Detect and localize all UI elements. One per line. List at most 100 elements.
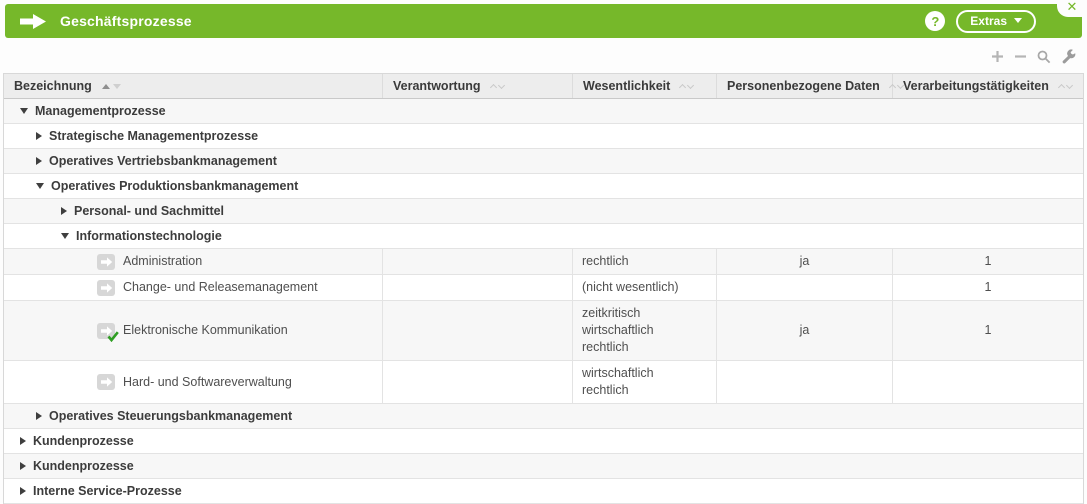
process-label: Elektronische Kommunikation [123,323,288,337]
search-icon[interactable] [1037,50,1051,64]
column-header-verantwortung[interactable]: Verantwortung [383,74,573,98]
column-header-label: Bezeichnung [14,79,92,93]
expander-icon[interactable] [61,207,67,215]
close-button[interactable]: ✕ [1057,0,1087,17]
title-bar: Geschäftsprozesse ? Extras [5,4,1082,38]
process-row[interactable]: Change- und Releasemanagement (nicht wes… [4,275,1083,301]
cell-verantwortung [383,301,573,360]
process-item-icon [97,253,115,270]
expander-icon[interactable] [20,108,28,114]
cell-personenbezogene-daten [717,275,893,300]
wesentlichkeit-value: zeitkritisch [582,306,641,320]
page-title: Geschäftsprozesse [60,13,192,29]
wesentlichkeit-value: wirtschaftlich [582,323,654,337]
expander-icon[interactable] [61,233,69,239]
process-arrow-icon [20,13,46,29]
help-icon[interactable]: ? [925,11,946,31]
tree-group-row[interactable]: Operatives Vertriebsbankmanagement [4,149,1083,174]
process-table: Bezeichnung Verantwortung Wesentlichkeit… [3,73,1084,504]
cell-wesentlichkeit: (nicht wesentlich) [573,275,717,300]
sort-icon [101,83,121,89]
sort-icon [489,81,505,91]
expander-icon[interactable] [36,412,42,420]
cell-wesentlichkeit: zeitkritisch wirtschaftlich rechtlich [573,301,717,360]
close-icon: ✕ [1066,0,1078,14]
tree-group-row[interactable]: Personal- und Sachmittel [4,199,1083,224]
expander-icon[interactable] [36,132,42,140]
process-item-icon [97,374,115,390]
column-header-label: Verarbeitungstätigkeiten [903,79,1049,93]
expander-icon[interactable] [20,437,26,445]
expander-icon[interactable] [20,462,26,470]
column-header-personenbezogene-daten[interactable]: Personenbezogene Daten [717,74,904,98]
tree-group-row[interactable]: Kundenprozesse [4,429,1083,454]
tree-group-row[interactable]: Operatives Produktionsbankmanagement [4,174,1083,199]
column-header-label: Wesentlichkeit [583,79,671,93]
cell-verarbeitungstaetigkeiten: 1 [984,254,992,268]
column-header-bezeichnung[interactable]: Bezeichnung [4,74,383,98]
group-label: Informationstechnologie [76,229,222,243]
wesentlichkeit-value: rechtlich [582,254,629,268]
tree-group-row[interactable]: Strategische Managementprozesse [4,124,1083,149]
cell-personenbezogene-daten: ja [717,301,893,360]
chevron-down-icon [1014,18,1022,23]
cell-verantwortung [383,361,573,403]
process-row[interactable]: Hard- und Softwareverwaltung wirtschaftl… [4,361,1083,404]
wesentlichkeit-value: (nicht wesentlich) [582,280,679,294]
cell-wesentlichkeit: wirtschaftlich rechtlich [573,361,717,403]
column-header-verarbeitungstaetigkeiten[interactable]: Verarbeitungstätigkeiten [893,74,1083,98]
tree-group-row[interactable]: Interne Service-Prozesse [4,479,1083,504]
cell-verantwortung [383,275,573,300]
sort-icon [679,81,695,91]
expander-icon[interactable] [36,157,42,165]
expander-icon[interactable] [20,487,26,495]
extras-label: Extras [970,13,1007,28]
column-header-wesentlichkeit[interactable]: Wesentlichkeit [573,74,717,98]
group-label: Operatives Produktionsbankmanagement [51,179,299,193]
process-item-icon [97,322,119,342]
process-item-icon [97,279,115,296]
cell-verantwortung [383,249,573,274]
cell-verarbeitungstaetigkeiten [893,361,1083,403]
column-header-label: Personenbezogene Daten [727,79,880,93]
cell-bezeichnung: Administration [4,249,383,274]
process-label: Hard- und Softwareverwaltung [123,374,292,389]
cell-verarbeitungstaetigkeiten: 1 [984,280,992,294]
table-body: Managementprozesse Strategische Manageme… [4,99,1083,504]
process-label: Change- und Releasemanagement [123,280,318,294]
cell-bezeichnung: Hard- und Softwareverwaltung [4,361,383,403]
wrench-icon[interactable] [1061,49,1076,64]
expander-icon[interactable] [36,183,44,189]
process-row[interactable]: Elektronische Kommunikation zeitkritisch… [4,301,1083,361]
cell-bezeichnung: Change- und Releasemanagement [4,275,383,300]
cell-verarbeitungstaetigkeiten: 1 [984,323,992,337]
group-label: Managementprozesse [35,104,166,118]
check-icon [107,330,119,342]
group-label: Operatives Steuerungsbankmanagement [49,409,293,423]
tree-group-row[interactable]: Informationstechnologie [4,224,1083,249]
tree-group-row[interactable]: Managementprozesse [4,99,1083,124]
cell-personenbezogene-daten [717,361,893,403]
tree-group-row[interactable]: Kundenprozesse [4,454,1083,479]
extras-button[interactable]: Extras [956,9,1036,33]
table-header-row: Bezeichnung Verantwortung Wesentlichkeit… [4,74,1083,99]
group-label: Operatives Vertriebsbankmanagement [49,154,277,168]
group-label: Strategische Managementprozesse [49,129,259,143]
group-label: Interne Service-Prozesse [33,484,182,498]
add-icon[interactable] [991,50,1004,63]
cell-bezeichnung: Elektronische Kommunikation [4,301,383,360]
group-label: Kundenprozesse [33,459,134,473]
column-header-label: Verantwortung [393,79,481,93]
wesentlichkeit-value: wirtschaftlich [582,366,654,380]
wesentlichkeit-value: rechtlich [582,383,629,397]
remove-icon[interactable] [1014,50,1027,63]
wesentlichkeit-value: rechtlich [582,340,629,354]
process-label: Administration [123,254,203,268]
cell-wesentlichkeit: rechtlich [573,249,717,274]
sort-icon [1057,81,1073,91]
cell-personenbezogene-daten: ja [717,249,893,274]
tree-group-row[interactable]: Operatives Steuerungsbankmanagement [4,404,1083,429]
group-label: Kundenprozesse [33,434,134,448]
process-row[interactable]: Administration rechtlich ja 1 [4,249,1083,275]
table-toolbar [991,49,1076,64]
